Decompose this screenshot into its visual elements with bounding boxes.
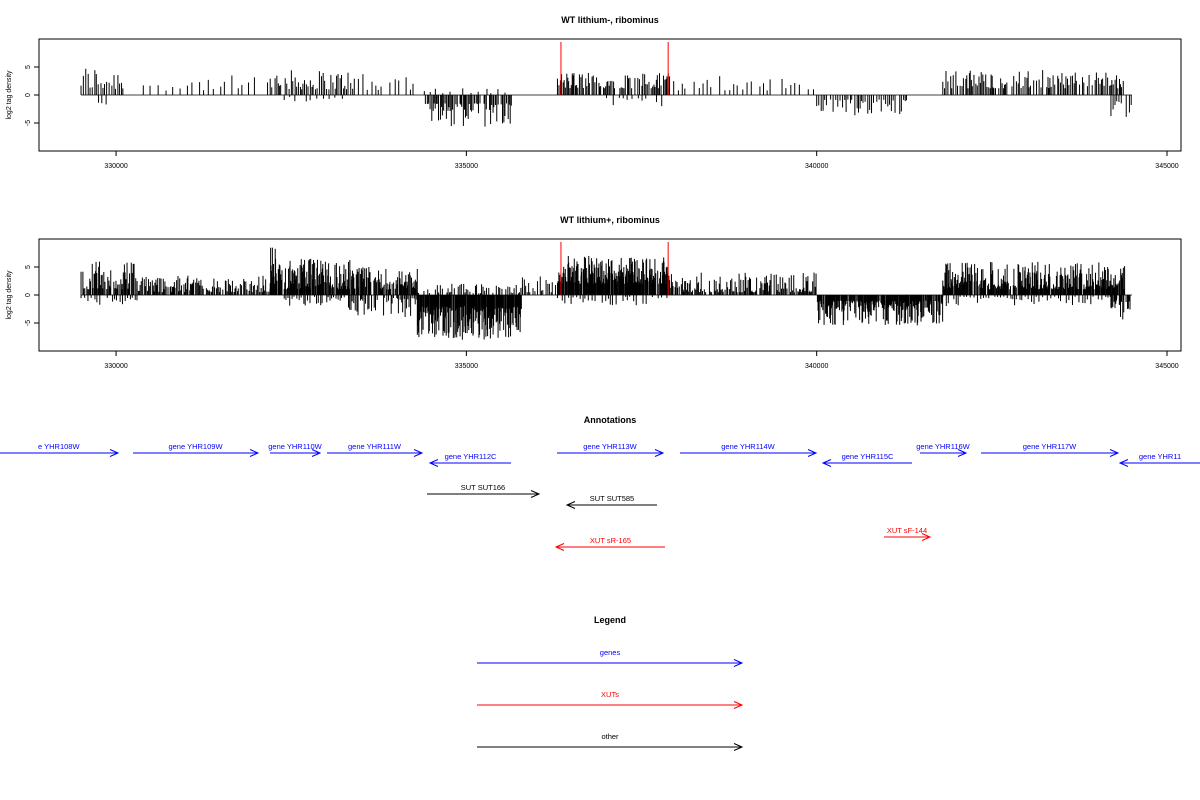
arrow-head <box>1118 459 1129 467</box>
y-tick-label: -5 <box>25 120 32 126</box>
y-tick-label: -5 <box>25 320 32 326</box>
x-tick-label: 330000 <box>104 163 127 170</box>
arrow-head <box>413 449 424 457</box>
feature: gene YHR111W <box>327 442 424 457</box>
legend-entry: XUTs <box>477 690 744 709</box>
feature: SUT SUT585 <box>565 494 657 509</box>
feature: XUT sR-165 <box>554 536 665 551</box>
panel-title: WT lithium+, ribominus <box>560 215 660 225</box>
feature: gene YHR109W <box>133 442 260 457</box>
feature-label: gene YHR112C <box>445 452 497 461</box>
legend-label: XUTs <box>601 690 619 699</box>
legend-entry: other <box>477 732 744 751</box>
arrow-head <box>428 459 439 467</box>
arrow-head <box>733 701 744 709</box>
feature-label: gene YHR113W <box>583 442 637 451</box>
arrow-head <box>311 449 322 457</box>
feature: gene YHR116W <box>916 442 971 457</box>
y-tick-label: 0 <box>25 293 32 297</box>
feature: gene YHR110W <box>268 442 323 457</box>
coverage-panel-lithium-plus: WT lithium+, ribominus log2 tag density … <box>6 215 1182 370</box>
arrow-head <box>654 449 665 457</box>
x-tick-label: 335000 <box>455 163 478 170</box>
x-tick-label: 330000 <box>104 363 127 370</box>
x-tick-label: 340000 <box>805 363 828 370</box>
annotations-track: Annotations e YHR108W gene YHR109W gene YH… <box>0 415 1200 551</box>
arrow-head <box>733 659 744 667</box>
legend-entry: genes <box>477 648 744 667</box>
feature-label: gene YHR114W <box>721 442 775 451</box>
arrow-head <box>554 543 565 551</box>
feature: gene YHR112C <box>428 452 511 467</box>
feature-arrows: e YHR108W gene YHR109W gene YHR110W gene YH… <box>0 442 1200 551</box>
annotations-title: Annotations <box>584 415 637 425</box>
feature: gene YHR115C <box>821 452 912 467</box>
legend-label: other <box>601 732 619 741</box>
coverage-bars <box>80 247 1132 340</box>
feature-label: gene YHR111W <box>348 442 402 451</box>
x-tick-label: 345000 <box>1155 163 1178 170</box>
arrow-head <box>530 490 541 498</box>
feature: SUT SUT166 <box>427 483 541 498</box>
arrow-head <box>807 449 818 457</box>
y-tick-label: 5 <box>25 65 32 69</box>
legend-title: Legend <box>594 615 626 625</box>
feature: e YHR108W <box>0 442 120 457</box>
feature: gene YHR117W <box>981 442 1120 457</box>
feature-label: gene YHR110W <box>268 442 322 451</box>
coverage-panel-lithium-minus: WT lithium-, ribominus log2 tag density … <box>6 15 1182 170</box>
y-tick-label: 5 <box>25 265 32 269</box>
feature-label: XUT sF-144 <box>887 526 927 535</box>
arrow-head <box>249 449 260 457</box>
arrow-head <box>821 459 832 467</box>
arrow-head <box>1109 449 1120 457</box>
feature-label: gene YHR115C <box>842 452 894 461</box>
arrow-head <box>957 449 968 457</box>
x-tick-label: 335000 <box>455 363 478 370</box>
marker-lines <box>560 242 669 295</box>
feature-label: gene YHR109W <box>168 442 223 451</box>
arrow-head <box>109 449 120 457</box>
feature: gene YHR114W <box>680 442 818 457</box>
feature: XUT sF-144 <box>884 526 932 541</box>
panel-title: WT lithium-, ribominus <box>561 15 659 25</box>
coverage-bars <box>80 68 1132 127</box>
arrow-head <box>921 533 932 541</box>
y-axis-label: log2 tag density <box>6 70 13 120</box>
arrow-head <box>733 743 744 751</box>
axis-ticks: 330000 335000 340000 345000 -5 0 5 <box>25 265 1179 370</box>
arrow-head <box>565 501 576 509</box>
feature-label: gene YHR11 <box>1139 452 1181 461</box>
y-axis-label: log2 tag density <box>6 270 13 320</box>
feature-label: gene YHR117W <box>1023 442 1077 451</box>
marker-lines <box>560 42 669 95</box>
feature-label: XUT sR-165 <box>590 536 631 545</box>
axis-ticks: 330000 335000 340000 345000 -5 0 5 <box>25 65 1179 170</box>
feature: gene YHR11 <box>1118 452 1200 467</box>
feature-label: SUT SUT585 <box>590 494 634 503</box>
legend-entries: genes XUTs other <box>477 648 744 751</box>
feature: gene YHR113W <box>557 442 665 457</box>
x-tick-label: 345000 <box>1155 363 1178 370</box>
y-tick-label: 0 <box>25 93 32 97</box>
feature-label: gene YHR116W <box>916 442 970 451</box>
legend-label: genes <box>600 648 621 657</box>
x-tick-label: 340000 <box>805 163 828 170</box>
feature-label: SUT SUT166 <box>461 483 505 492</box>
feature-label: e YHR108W <box>38 442 80 451</box>
legend: Legend genes XUTs other <box>477 615 744 751</box>
